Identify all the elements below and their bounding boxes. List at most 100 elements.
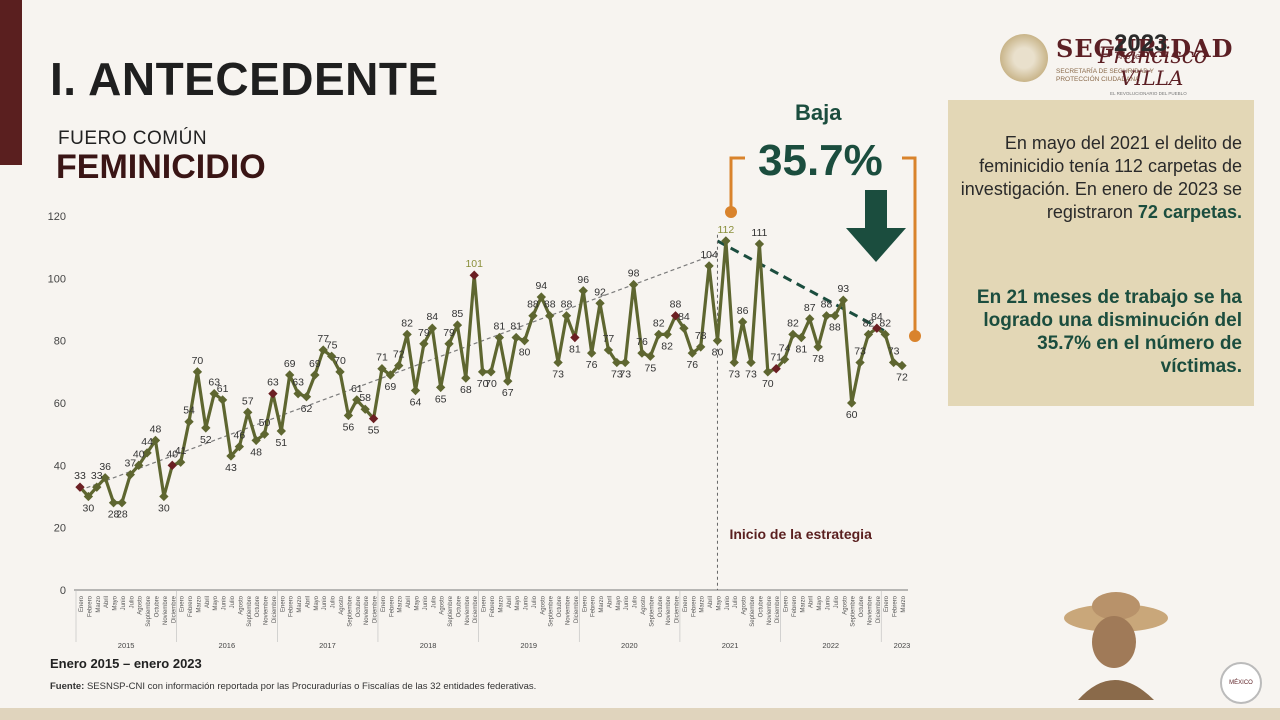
- strategy-label: Inicio de la estrategia: [729, 526, 872, 542]
- data-point: [805, 314, 815, 324]
- data-label: 69: [284, 358, 296, 370]
- x-month-label: Enero: [381, 595, 387, 612]
- data-label: 63: [208, 377, 220, 389]
- data-point: [788, 329, 798, 340]
- seguridad-logo: SEGURIDAD SECRETARÍA DE SEGURIDAD Y PROT…: [1000, 32, 1250, 92]
- footer-year: 2023: [1114, 30, 1168, 57]
- x-month-label: Febrero: [490, 595, 496, 617]
- data-point: [469, 270, 479, 280]
- x-month-label: Febrero: [591, 595, 597, 617]
- data-point: [452, 320, 463, 330]
- data-point: [117, 498, 127, 508]
- x-month-label: Marzo: [901, 595, 907, 612]
- x-month-label: Junio: [121, 595, 127, 610]
- x-month-label: Abril: [607, 596, 613, 608]
- y-tick-label: 60: [54, 398, 66, 410]
- data-label: 93: [837, 283, 849, 295]
- data-point: [108, 498, 119, 508]
- data-label: 62: [301, 403, 313, 415]
- data-point: [511, 332, 521, 343]
- data-label: 74: [779, 342, 791, 354]
- data-point: [276, 426, 286, 436]
- info-text: En mayo del 2021 el delito de feminicidi…: [952, 132, 1242, 224]
- data-point: [796, 332, 807, 343]
- data-label: 88: [829, 322, 841, 334]
- data-label: 82: [401, 317, 413, 329]
- data-point: [545, 311, 555, 321]
- data-label: 63: [267, 377, 279, 389]
- x-month-label: Abril: [708, 596, 714, 608]
- data-label: 78: [695, 330, 707, 342]
- data-point: [226, 451, 236, 461]
- x-month-label: Noviembre: [767, 595, 773, 625]
- x-month-label: Enero: [482, 595, 488, 612]
- x-month-label: Diciembre: [373, 595, 379, 623]
- x-month-label: Enero: [683, 595, 689, 612]
- drop-label: Baja: [795, 100, 842, 125]
- data-label: 87: [804, 302, 816, 314]
- data-label: 69: [385, 381, 397, 393]
- x-month-label: Abril: [507, 596, 513, 608]
- data-point: [477, 367, 488, 377]
- data-point: [737, 317, 748, 327]
- x-month-label: Marzo: [196, 595, 202, 612]
- data-point: [419, 339, 429, 349]
- data-point: [670, 311, 681, 321]
- data-point: [427, 323, 437, 333]
- data-point: [217, 395, 228, 405]
- x-month-label: Octubre: [557, 595, 563, 617]
- data-point: [184, 417, 194, 427]
- data-label: 70: [477, 378, 489, 390]
- data-label: 77: [317, 333, 329, 345]
- data-point: [402, 329, 412, 340]
- x-month-label: Agosto: [842, 595, 848, 614]
- x-year-label: 2017: [319, 641, 336, 650]
- data-label: 71: [770, 352, 782, 364]
- x-month-label: Noviembre: [163, 595, 169, 625]
- footer-name-last: VILLA: [1120, 66, 1184, 90]
- data-point: [444, 339, 454, 349]
- x-month-label: Agosto: [138, 595, 144, 614]
- x-month-label: Marzo: [800, 595, 806, 612]
- x-year-label: 2016: [218, 641, 235, 650]
- data-label: 111: [751, 227, 767, 239]
- x-year-label: 2020: [621, 641, 638, 650]
- x-month-label: Enero: [280, 595, 286, 612]
- data-label: 81: [796, 344, 808, 356]
- x-month-label: Febrero: [87, 595, 93, 617]
- data-point: [847, 398, 857, 408]
- x-month-label: Junio: [624, 595, 630, 610]
- data-point: [519, 335, 530, 346]
- data-point: [729, 357, 739, 368]
- data-label: 70: [334, 355, 346, 367]
- data-point: [326, 351, 337, 361]
- data-label: 65: [435, 393, 447, 405]
- data-label: 56: [343, 421, 355, 433]
- data-label: 30: [158, 503, 170, 515]
- x-month-label: Julio: [230, 595, 236, 608]
- data-label: 68: [460, 384, 472, 396]
- data-label: 79: [418, 327, 430, 339]
- data-label: 78: [812, 353, 824, 365]
- x-month-label: Octubre: [154, 595, 160, 617]
- x-month-label: Junio: [322, 595, 328, 610]
- data-point: [243, 407, 253, 418]
- data-point: [746, 357, 756, 368]
- data-point: [377, 364, 387, 374]
- data-label: 48: [150, 423, 162, 435]
- data-point: [813, 342, 823, 352]
- x-month-label: Abril: [809, 596, 815, 608]
- footer-year-sub: AÑO DE: [1117, 55, 1141, 61]
- y-tick-label: 100: [48, 273, 66, 285]
- page-subtitle: FUERO COMÚN: [58, 128, 208, 149]
- data-label: 88: [544, 299, 556, 311]
- x-month-label: Abril: [305, 596, 311, 608]
- data-point: [838, 295, 848, 305]
- data-label: 81: [569, 344, 581, 356]
- data-label: 104: [700, 249, 718, 261]
- x-month-label: Junio: [222, 595, 228, 610]
- data-point: [410, 385, 421, 396]
- data-label: 88: [670, 299, 682, 311]
- data-point: [394, 360, 404, 371]
- data-point: [637, 348, 647, 358]
